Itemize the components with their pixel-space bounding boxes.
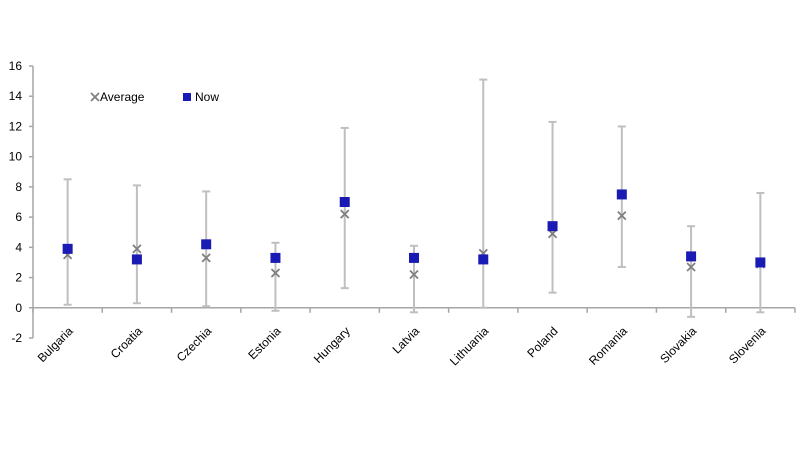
legend-now-label: Now	[195, 90, 219, 104]
average-marker-romania	[617, 210, 627, 221]
y-tick-label: 6	[15, 210, 22, 224]
x-marker-stroke	[270, 268, 281, 278]
y-tick-label: 4	[15, 240, 22, 254]
now-marker-poland	[547, 221, 558, 232]
legend-now-marker-icon	[183, 93, 191, 101]
x-category-label-hungary: Hungary	[311, 324, 353, 366]
average-marker-croatia	[132, 244, 142, 254]
legend-average-x	[90, 92, 100, 102]
x-category-label-poland: Poland	[524, 324, 560, 360]
average-marker-hungary	[340, 209, 350, 219]
average-marker-slovakia	[686, 262, 696, 272]
legend-average-marker-icon	[90, 92, 100, 102]
x-category-label-czechia: Czechia	[174, 324, 215, 365]
x-marker-stroke	[409, 269, 419, 280]
x-marker-stroke	[201, 253, 211, 263]
x-category-label-romania: Romania	[586, 324, 630, 368]
y-tick-label: -2	[11, 331, 22, 345]
x-marker-stroke	[90, 92, 100, 102]
average-marker-czechia	[201, 253, 211, 263]
now-marker-latvia	[409, 252, 419, 263]
now-marker-czechia	[201, 239, 212, 250]
now-marker-hungary	[339, 197, 350, 207]
x-category-label-slovenia: Slovenia	[726, 324, 769, 367]
y-tick-label: 10	[9, 150, 23, 164]
range-whiskers	[63, 78, 765, 318]
now-marker-estonia	[270, 252, 281, 263]
now-marker-lithuania	[478, 254, 489, 265]
y-tick-label: 14	[9, 89, 23, 103]
legend: Average Now	[90, 90, 219, 104]
x-category-label-croatia: Croatia	[108, 324, 145, 361]
average-marker-estonia	[270, 268, 281, 278]
x-category-label-latvia: Latvia	[390, 324, 423, 357]
now-marker-slovakia	[686, 251, 697, 262]
now-marker-romania	[616, 189, 627, 200]
x-marker-stroke	[132, 244, 142, 254]
x-category-label-lithuania: Lithuania	[447, 324, 492, 369]
x-marker-stroke	[617, 210, 627, 221]
y-tick-label: 12	[9, 119, 23, 133]
average-marker-latvia	[409, 269, 419, 280]
y-tick-label: 2	[15, 271, 22, 285]
y-tick-label: 16	[9, 59, 23, 73]
x-category-label-slovakia: Slovakia	[657, 324, 699, 366]
legend-item-average: Average	[90, 90, 145, 104]
legend-item-now: Now	[183, 90, 219, 104]
now-marker-croatia	[131, 254, 142, 265]
now-marker-slovenia	[755, 257, 766, 268]
legend-average-label: Average	[100, 90, 145, 104]
x-marker-stroke	[686, 262, 696, 272]
axes: -2 0 2 4 6 8 10 12 14 16 Bulgaria Croatia Czechia Est…	[9, 59, 796, 369]
data-markers	[62, 189, 766, 280]
y-tick-label: 8	[15, 180, 22, 194]
now-marker-bulgaria	[62, 243, 73, 254]
x-marker-stroke	[340, 209, 350, 219]
x-category-label-bulgaria: Bulgaria	[35, 324, 76, 365]
y-tick-label: 0	[15, 301, 22, 315]
x-category-label-estonia: Estonia	[245, 324, 283, 362]
